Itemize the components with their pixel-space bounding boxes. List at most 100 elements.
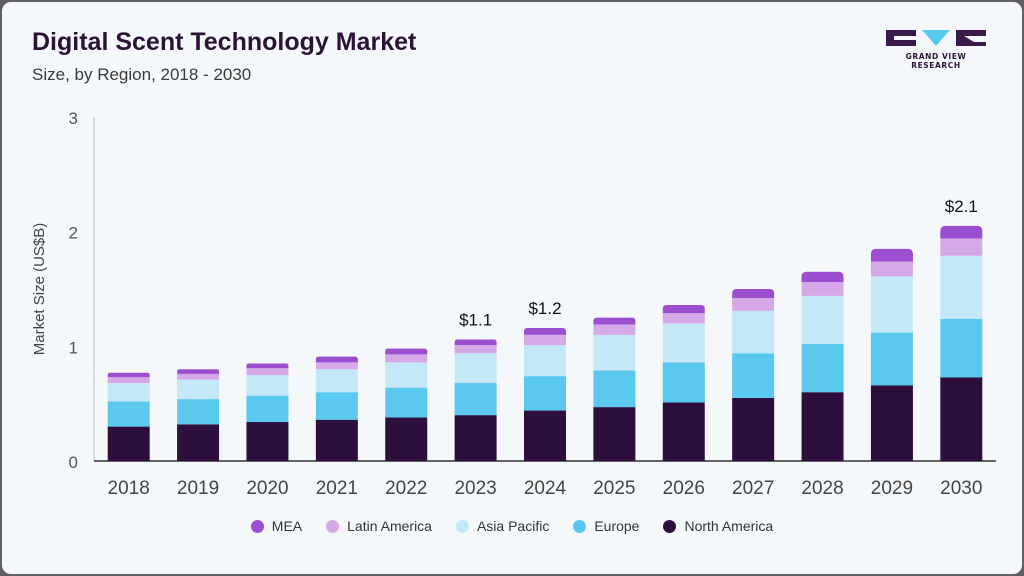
bar-segment-europe: [177, 399, 220, 425]
bar-segment-asia-pacific: [662, 323, 705, 363]
y-axis-label: Market Size (US$B): [31, 223, 48, 356]
x-tick-label: 2028: [801, 478, 843, 499]
legend-label: MEA: [271, 518, 303, 534]
grand-view-research-logo: [886, 30, 986, 46]
bar-segment-asia-pacific: [801, 295, 844, 345]
legend-label: North America: [684, 518, 774, 534]
bar-segment-mea: [177, 369, 220, 374]
legend-item: Latin America: [326, 518, 432, 534]
bar-segment-mea: [454, 339, 497, 346]
bar-segment-latin-america: [524, 334, 566, 346]
bar-segment-asia-pacific: [940, 255, 983, 319]
legend-label: Europe: [594, 518, 640, 534]
bar-segment-mea: [732, 289, 775, 299]
bar-segment-north-america: [940, 377, 983, 461]
bar-segment-mea: [801, 271, 844, 283]
y-tick-label: 0: [69, 453, 78, 472]
bar-segment-asia-pacific: [315, 369, 358, 393]
bar-segment-europe: [524, 376, 566, 411]
bar-segment-asia-pacific: [246, 375, 289, 396]
chart-title: Digital Scent Technology Market: [32, 28, 417, 56]
legend-swatch: [250, 519, 264, 533]
x-tick-label: 2018: [108, 478, 150, 499]
bar-segment-mea: [246, 363, 289, 369]
legend-label: Asia Pacific: [476, 518, 550, 534]
legend-swatch: [663, 519, 677, 533]
bar-segment-mea: [662, 305, 705, 314]
bar-segment-europe: [940, 318, 983, 378]
bar-segment-latin-america: [801, 282, 844, 296]
bar-segment-mea: [870, 248, 913, 262]
legend-item: Asia Pacific: [455, 518, 550, 534]
bar-segment-asia-pacific: [524, 345, 566, 377]
bar-segment-mea: [385, 348, 428, 355]
bar-segment-asia-pacific: [732, 310, 775, 354]
chart-legend: MEA Latin America Asia Pacific Europe North …: [2, 518, 1022, 534]
bar-segment-europe: [454, 383, 497, 416]
y-tick-label: 3: [69, 109, 78, 128]
x-tick-label: 2030: [940, 478, 982, 499]
bar-segment-mea: [315, 356, 358, 363]
legend-swatch: [326, 519, 340, 533]
data-label: $2.1: [945, 197, 978, 216]
logo-text: GRAND VIEW RESEARCH: [905, 52, 967, 70]
bar-segment-latin-america: [177, 373, 220, 380]
bar-segment-asia-pacific: [177, 379, 220, 400]
bar-segment-asia-pacific: [454, 353, 497, 384]
bar-segment-europe: [870, 332, 913, 386]
bar-segment-europe: [801, 344, 844, 393]
bar-segment-europe: [662, 362, 705, 403]
x-tick-label: 2022: [385, 478, 427, 499]
bar-segment-europe: [107, 401, 150, 427]
data-label: $1.2: [528, 299, 561, 318]
bar-segment-mea: [107, 372, 150, 378]
x-tick-label: 2020: [246, 478, 288, 499]
x-tick-label: 2023: [454, 478, 496, 499]
bar-segment-europe: [315, 392, 358, 420]
x-tick-label: 2019: [177, 478, 219, 499]
bar-segment-europe: [593, 370, 636, 408]
bar-segment-latin-america: [732, 298, 775, 311]
bar-segment-north-america: [732, 397, 775, 461]
legend-swatch: [455, 519, 469, 533]
data-label: $1.1: [459, 310, 492, 329]
x-tick-label: 2027: [732, 478, 774, 499]
bar-segment-north-america: [315, 419, 358, 461]
bar-segment-north-america: [107, 426, 150, 461]
bar-segment-mea: [940, 225, 983, 239]
bar-segment-north-america: [870, 385, 913, 461]
bar-segment-north-america: [177, 424, 220, 461]
bar-segment-north-america: [662, 402, 705, 461]
bar-segment-north-america: [454, 415, 497, 461]
bar-segment-latin-america: [662, 313, 705, 324]
bar-segment-europe: [385, 387, 428, 418]
x-tick-label: 2026: [663, 478, 705, 499]
chart-subtitle: Size, by Region, 2018 - 2030: [32, 65, 252, 84]
bar-segment-north-america: [593, 407, 636, 461]
bar-segment-latin-america: [246, 368, 289, 375]
x-tick-label: 2029: [871, 478, 913, 499]
bar-segment-latin-america: [107, 377, 150, 384]
x-tick-label: 2021: [316, 478, 358, 499]
bar-segment-latin-america: [593, 324, 636, 335]
bar-segment-latin-america: [315, 362, 358, 370]
x-tick-label: 2024: [524, 478, 567, 499]
bar-segment-asia-pacific: [870, 276, 913, 333]
bar-segment-mea: [524, 327, 566, 335]
bar-segment-europe: [246, 395, 289, 423]
x-tick-label: 2025: [593, 478, 635, 499]
bar-segment-north-america: [524, 410, 566, 461]
bar-segment-latin-america: [385, 354, 428, 363]
bar-segment-asia-pacific: [385, 362, 428, 388]
bar-segment-north-america: [385, 417, 428, 461]
legend-item: MEA: [250, 518, 303, 534]
bar-segment-europe: [732, 353, 775, 398]
bar-segment-north-america: [246, 422, 289, 461]
bar-segment-asia-pacific: [107, 383, 150, 402]
bar-segment-latin-america: [940, 238, 983, 256]
bar-segment-mea: [593, 317, 636, 325]
legend-label: Latin America: [347, 518, 432, 534]
legend-item: Europe: [573, 518, 639, 534]
